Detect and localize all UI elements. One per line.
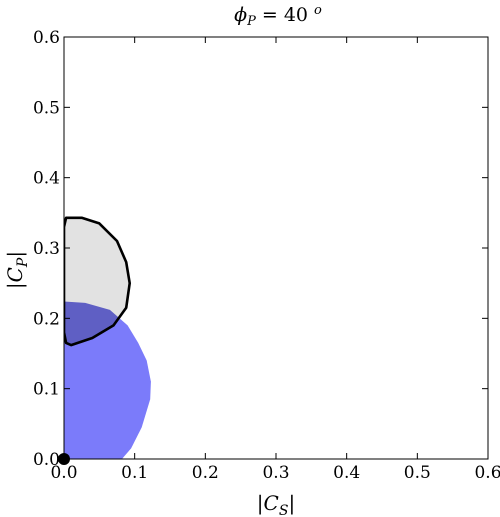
- x-tick-label: 0.4: [333, 463, 360, 483]
- title-symbol-sub: P: [246, 14, 256, 29]
- y-axis-title: |CP|: [3, 251, 31, 289]
- title-symbol: ϕ: [234, 4, 247, 26]
- ticks-layer: 0.0 0.1 0.2 0.3 0.4 0.5 0.6 0.0 0.1 0.2 0.3 0.4 0.5 0…: [33, 28, 500, 483]
- y-tick-label: 0.2: [33, 309, 60, 329]
- x-tick-label: 0.5: [404, 463, 431, 483]
- y-tick-label: 0.0: [33, 450, 60, 470]
- y-tick-label: 0.4: [33, 169, 60, 189]
- y-tick-label: 0.6: [33, 28, 60, 48]
- x-tick-label: 0.1: [121, 463, 148, 483]
- y-axis-symbol: C: [3, 267, 27, 282]
- x-axis-bar-left: |: [257, 491, 264, 516]
- x-tick-label: 0.3: [262, 463, 289, 483]
- y-tick-label: 0.5: [33, 98, 60, 118]
- x-tick-label: 0.0: [50, 463, 77, 483]
- region-overlap: [64, 301, 130, 346]
- y-axis-bar-left: |: [3, 282, 28, 289]
- title-superscript: o: [314, 3, 322, 18]
- regions-layer: [64, 216, 151, 459]
- y-tick-label: 0.1: [33, 380, 60, 400]
- chart-title: ϕP = 40 o: [234, 3, 322, 29]
- x-tick-label: 0.2: [192, 463, 219, 483]
- points-layer: [58, 453, 70, 465]
- x-tick-label: 0.6: [474, 463, 500, 483]
- y-axis-bar-right: |: [3, 251, 28, 258]
- data-point: [58, 453, 70, 465]
- x-axis-bar-right: |: [288, 491, 295, 516]
- y-tick-label: 0.3: [33, 239, 60, 259]
- x-axis-sub: S: [279, 503, 289, 517]
- y-axis-sub: P: [15, 257, 31, 268]
- title-value: = 40: [256, 4, 314, 26]
- x-axis-title: |CS|: [257, 491, 295, 517]
- x-axis-symbol: C: [264, 491, 279, 515]
